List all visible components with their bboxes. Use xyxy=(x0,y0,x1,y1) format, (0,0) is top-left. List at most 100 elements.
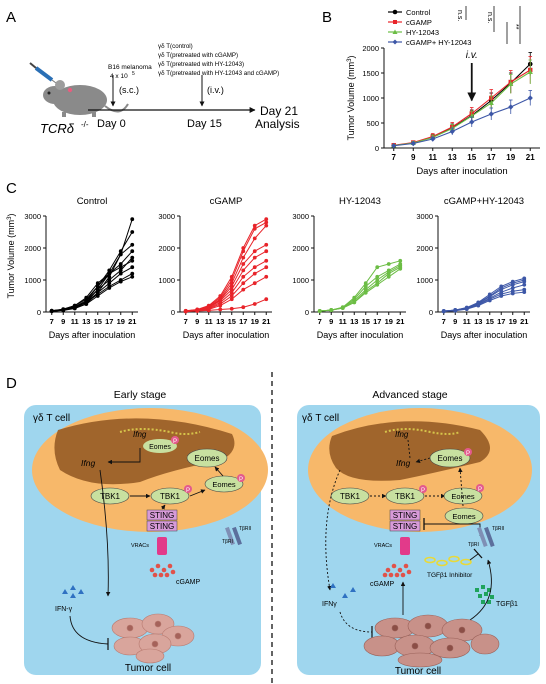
early-tgfbr1-label: TβRI xyxy=(222,539,233,545)
early-eomes-p xyxy=(204,475,244,493)
legend-item-combo: cGAMP+ HY-12043 xyxy=(388,38,471,47)
x-tick-label: 11 xyxy=(463,317,471,326)
mouse-line-8 xyxy=(49,274,135,314)
advanced-p-icon-2 xyxy=(419,485,427,493)
early-stage-diagram: γδ T cell Ifng Eomes P Ifng Eomes Eomes … xyxy=(24,405,268,675)
early-sting-arrow xyxy=(160,504,166,510)
growth-point xyxy=(522,290,527,295)
syringe-icon xyxy=(29,62,61,87)
series-line xyxy=(393,69,531,146)
growth-point xyxy=(118,265,123,270)
growth-point xyxy=(95,281,100,286)
growth-chart-3: cGAMP+HY-12043 0 1000 2000 3000 7 9 11 13 15 17 19 2… xyxy=(416,196,530,340)
advanced-p-label-3: P xyxy=(478,487,482,493)
advanced-ifng-gene: Ifng xyxy=(395,430,409,439)
treatment-0: γδ T(control) xyxy=(158,43,193,50)
tgfb1-squares xyxy=(475,585,494,604)
series-line xyxy=(393,97,531,147)
panel-label-b: B xyxy=(322,9,332,26)
growth-point xyxy=(487,298,492,303)
significance-brackets: n.s. n.s. ** xyxy=(456,6,521,44)
series-3 xyxy=(391,90,533,149)
panel-d: D Early stage Advanced stage γδ T cell I… xyxy=(6,372,540,684)
growth-point xyxy=(386,262,391,266)
growth-point xyxy=(183,309,188,314)
x-axis-label: Days after inoculation xyxy=(49,330,136,340)
advanced-vrac-channel xyxy=(400,537,410,555)
early-p-label-1: P xyxy=(173,439,177,445)
growth-point xyxy=(130,242,135,247)
advanced-ifng-mrna: Ifng xyxy=(396,458,410,468)
growth-point xyxy=(241,249,246,254)
treatment-1: γδ T(pretreated with cGAMP) xyxy=(158,52,238,59)
advanced-stage-diagram: γδ T cell Ifng Ifng Eomes P TBK1 TBK1 P … xyxy=(297,405,540,677)
growth-point xyxy=(130,255,135,260)
advanced-ifn-gamma-label: IFNγ xyxy=(322,601,337,608)
mouse-line-5 xyxy=(49,258,135,313)
growth-point xyxy=(441,309,446,314)
growth-chart-title: HY-12043 xyxy=(339,196,381,207)
x-tick-label: 9 xyxy=(61,317,65,326)
growth-chart-0: Control 0 1000 2000 3000 7 9 11 13 15 17 19 21 Days a… xyxy=(24,196,138,340)
growth-point xyxy=(130,274,135,279)
advanced-vracs-label: VRACs xyxy=(374,543,392,549)
x-tick-label: 15 xyxy=(486,317,494,326)
growth-point xyxy=(130,258,135,263)
b16-line2: 4 x 10 xyxy=(110,73,128,80)
series-line xyxy=(393,63,531,147)
early-vracs-label: VRACs xyxy=(131,543,149,549)
advanced-tumor-cell-label: Tumor cell xyxy=(395,666,441,677)
treatment-3: γδ T(pretreated with HY-12043 and cGAMP) xyxy=(158,70,279,77)
growth-line xyxy=(319,260,401,312)
data-point xyxy=(469,119,475,125)
day15-label: Day 15 xyxy=(187,118,222,130)
mouse-line-0 xyxy=(183,217,269,313)
treatment-list: γδ T(control) γδ T(pretreated with cGAMP… xyxy=(158,43,279,77)
early-tbk1-inactive xyxy=(90,487,130,505)
growth-point xyxy=(363,281,368,286)
x-tick-label: 13 xyxy=(474,317,482,326)
growth-point xyxy=(84,295,89,300)
growth-point xyxy=(252,271,257,276)
advanced-p-label-1: P xyxy=(466,451,470,457)
y-tick-label: 1000 xyxy=(362,94,379,103)
x-tick-label: 17 xyxy=(105,317,113,326)
x-tick-label: 13 xyxy=(350,317,358,326)
growth-point xyxy=(264,258,269,263)
growth-chart-2: HY-12043 0 1000 2000 3000 7 9 11 13 15 17 19 21 Days … xyxy=(292,196,406,340)
x-tick-label: 7 xyxy=(184,317,188,326)
x-tick-label: 9 xyxy=(453,317,457,326)
tgfb1-inhibitor-label: TGFβ1 Inhibitor xyxy=(427,572,473,579)
growth-point xyxy=(130,230,135,234)
growth-point xyxy=(375,278,380,282)
x-tick-label: 15 xyxy=(228,317,236,326)
x-tick-label: 11 xyxy=(339,317,347,326)
x-tick-label: 13 xyxy=(216,317,224,326)
growth-point xyxy=(72,306,77,311)
data-point xyxy=(391,142,397,149)
growth-point xyxy=(218,307,223,312)
x-tick-label: 19 xyxy=(506,153,515,162)
data-point xyxy=(449,128,455,135)
growth-point xyxy=(118,252,123,257)
mouse-line-0 xyxy=(317,258,403,313)
growth-point xyxy=(107,274,112,279)
mouse-icon xyxy=(43,80,129,117)
panel-a: A TCRδ -/- B16 melanoma 4 x 10 5 (s.c.) … xyxy=(6,9,300,136)
early-tbk1-active xyxy=(150,487,190,505)
growth-point xyxy=(264,274,269,279)
early-ifng-mrna: Ifng xyxy=(81,458,95,468)
data-point xyxy=(527,69,533,74)
x-tick-label: 13 xyxy=(448,153,457,162)
y-tick-label: 2000 xyxy=(292,244,309,253)
early-ifn-gamma-label: IFN-γ xyxy=(55,606,73,613)
early-eomes-bound xyxy=(143,439,177,453)
series-line xyxy=(393,71,531,147)
early-gd-cell-label: γδ T cell xyxy=(33,413,70,424)
y-tick-label: 0 xyxy=(429,308,433,317)
growth-point xyxy=(130,217,135,222)
growth-point xyxy=(49,309,54,314)
legend-item-hy: HY-12043 xyxy=(388,28,439,37)
advanced-sting-top xyxy=(389,509,421,521)
